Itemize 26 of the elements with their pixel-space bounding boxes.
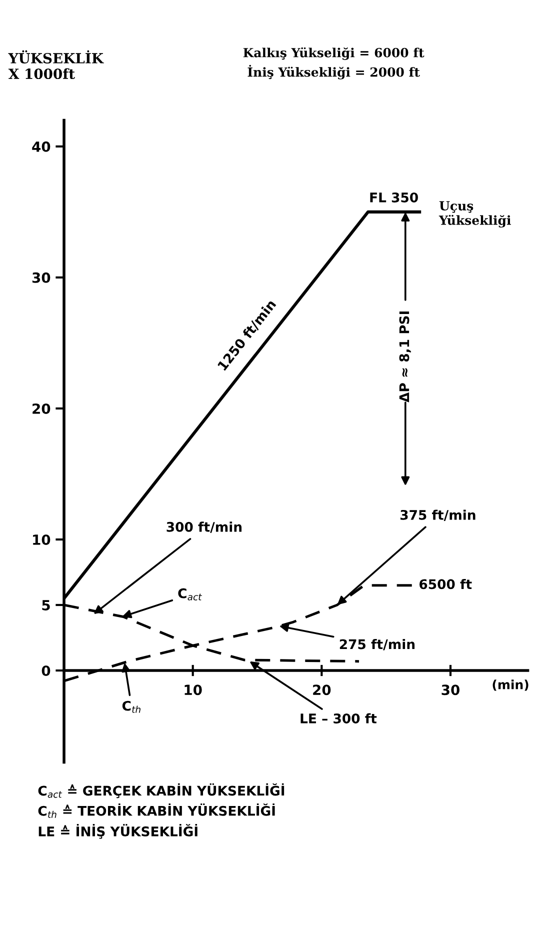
y-tick-label: 0 [42,665,50,676]
text: Kalkış Yükseliği = 6000 ft [243,47,424,60]
annotation: LE – 300 ft [300,713,377,724]
x-tick-label: 10 [184,684,202,696]
y-axis-title: YÜKSEKLİK X 1000ft [8,50,104,80]
annotation: C$_{th}$ [122,700,140,713]
y-tick-label: 40 [32,141,50,152]
y-tick-label: 10 [33,534,50,545]
annotation: Uçuş Yüksekliği [438,201,511,228]
y-tick-label: 5 [42,600,50,610]
annotation: FL 350 [370,192,418,202]
annotation: ΔP ≈ 8,1 PSI [399,312,411,402]
annotation: 275 ft/min [340,639,415,650]
x-axis-title: (min) [492,680,528,691]
text: İniş Yüksekliği = 2000 ft [248,64,420,80]
text: C$_{act}$ ≙ GERÇEK KABİN YÜKSEKLİĞİ [38,783,284,798]
text: LE ≙ İNİŞ YÜKSEKLİĞİ [38,824,198,839]
text: C$_{th}$ ≙ TEORİK KABİN YÜKSEKLİĞİ [38,803,275,818]
annotation: 300 ft/min [166,522,242,533]
x-tick-label: 20 [313,684,331,696]
y-tick-label: 20 [32,403,50,414]
x-tick-label: 30 [442,684,460,696]
annotation: C$_{act}$ [178,588,202,600]
annotation: 6500 ft [420,578,472,590]
annotation: 375 ft/min [400,510,476,521]
y-tick-label: 30 [32,272,50,283]
